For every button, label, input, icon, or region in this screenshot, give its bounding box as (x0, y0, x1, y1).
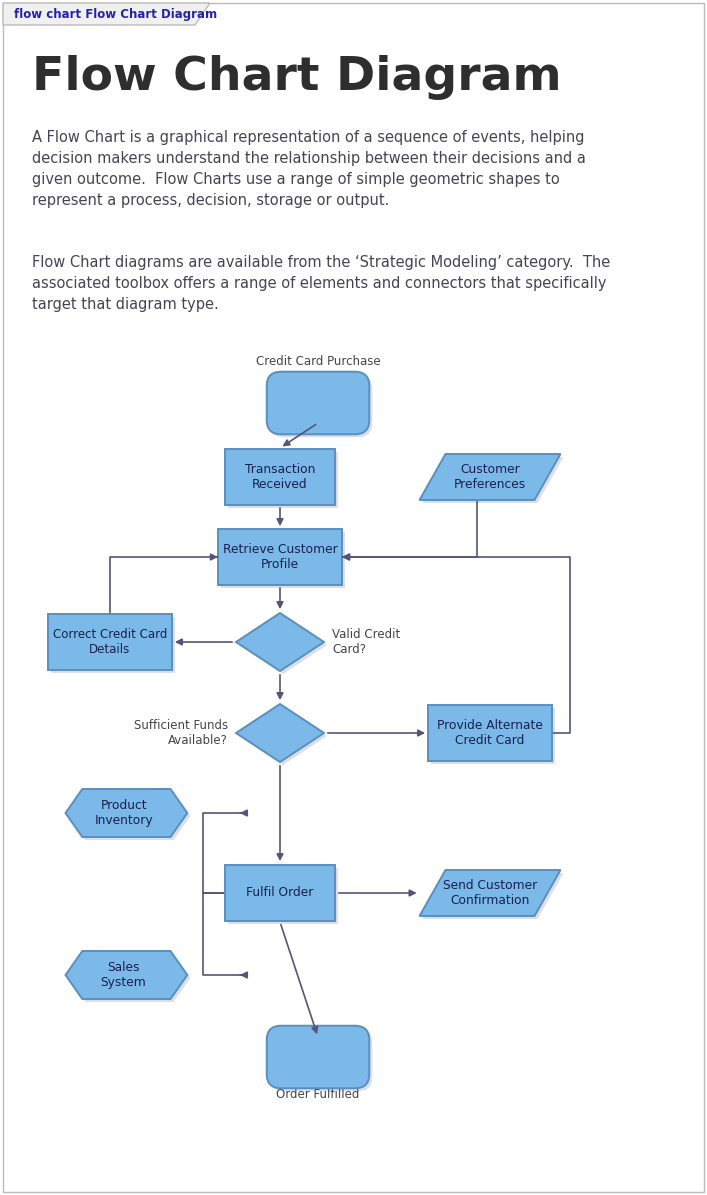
Polygon shape (69, 792, 190, 840)
Polygon shape (66, 951, 187, 999)
Text: Flow Chart diagrams are available from the ‘Strategic Modeling’ category.  The
a: Flow Chart diagrams are available from t… (32, 255, 610, 312)
FancyBboxPatch shape (269, 1029, 373, 1091)
Text: Sales
System: Sales System (100, 961, 146, 989)
FancyBboxPatch shape (218, 529, 342, 586)
Polygon shape (419, 870, 561, 917)
FancyBboxPatch shape (51, 617, 175, 673)
Polygon shape (423, 874, 563, 919)
FancyBboxPatch shape (48, 614, 172, 670)
FancyBboxPatch shape (228, 452, 338, 508)
Text: Retrieve Customer
Profile: Retrieve Customer Profile (223, 543, 337, 571)
FancyBboxPatch shape (225, 865, 335, 921)
Polygon shape (423, 456, 563, 503)
Text: Transaction
Received: Transaction Received (245, 462, 315, 491)
Text: Valid Credit
Card?: Valid Credit Card? (332, 629, 400, 656)
Text: Flow Chart Diagram: Flow Chart Diagram (32, 55, 561, 100)
FancyBboxPatch shape (221, 532, 345, 588)
Text: Customer
Preferences: Customer Preferences (454, 462, 526, 491)
Polygon shape (239, 707, 327, 765)
Polygon shape (69, 954, 190, 1001)
Text: A Flow Chart is a graphical representation of a sequence of events, helping
deci: A Flow Chart is a graphical representati… (32, 130, 586, 208)
Polygon shape (3, 4, 210, 25)
Text: Product
Inventory: Product Inventory (94, 799, 153, 827)
Polygon shape (419, 454, 561, 500)
Text: Send Customer
Confirmation: Send Customer Confirmation (443, 880, 537, 907)
Text: Order Fulfilled: Order Fulfilled (276, 1087, 360, 1101)
FancyBboxPatch shape (269, 375, 373, 437)
FancyBboxPatch shape (267, 1025, 369, 1089)
Text: Sufficient Funds
Available?: Sufficient Funds Available? (134, 719, 228, 747)
Text: Fulfil Order: Fulfil Order (246, 887, 314, 900)
FancyBboxPatch shape (431, 707, 555, 764)
FancyBboxPatch shape (228, 868, 338, 924)
Polygon shape (66, 789, 187, 836)
Polygon shape (239, 615, 327, 674)
Polygon shape (236, 613, 324, 672)
FancyBboxPatch shape (3, 4, 704, 1191)
Text: Correct Credit Card
Details: Correct Credit Card Details (53, 629, 167, 656)
Text: Credit Card Purchase: Credit Card Purchase (256, 355, 380, 368)
FancyBboxPatch shape (428, 705, 552, 761)
Text: flow chart Flow Chart Diagram: flow chart Flow Chart Diagram (14, 7, 217, 20)
Text: Provide Alternate
Credit Card: Provide Alternate Credit Card (437, 719, 543, 747)
Polygon shape (236, 704, 324, 762)
FancyBboxPatch shape (267, 372, 369, 434)
FancyBboxPatch shape (225, 449, 335, 505)
